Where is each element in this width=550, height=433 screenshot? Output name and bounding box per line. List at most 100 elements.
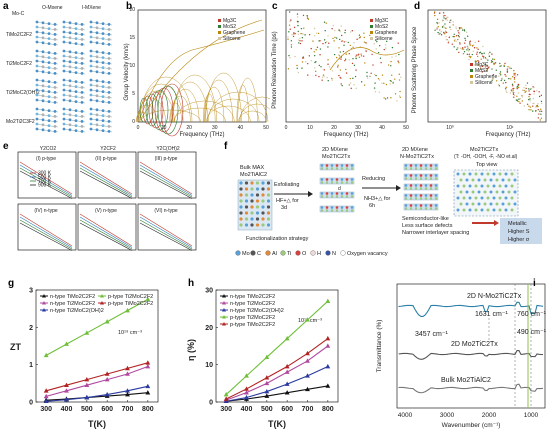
panel-d-point [466, 53, 469, 56]
panel-i-chart: Transmittance (%) Wavenumber (cm⁻¹) 2D N… [376, 283, 547, 429]
f-layer-atom [429, 197, 433, 200]
panel-d-point [505, 75, 507, 77]
panel-d-point [498, 85, 501, 87]
panel-c-point [340, 34, 343, 37]
series-point [325, 298, 331, 303]
panel-c-point [334, 29, 336, 32]
panel-d-point [450, 28, 452, 31]
series-point [284, 390, 290, 395]
panel-d-point [540, 117, 543, 119]
panel-d-point [536, 89, 538, 92]
panel-c-xtick: 30 [355, 125, 361, 131]
f-topview-atom [462, 208, 466, 212]
f-step2-line2: NH3+△ for [364, 196, 391, 202]
panel-a-atom [68, 94, 72, 98]
panel-c-point [383, 97, 385, 99]
f-layer [319, 177, 355, 185]
panel-c-point [338, 29, 340, 32]
series-point [325, 383, 331, 388]
panel-a-atom [41, 94, 45, 98]
panel-a-atom [89, 69, 93, 73]
panel-b-band [135, 111, 149, 123]
panel-b-xtick: 30 [212, 125, 218, 131]
panel-c-point [297, 22, 299, 24]
f-layer-atom [345, 206, 349, 209]
f-layer-atom [325, 209, 329, 212]
panel-a-structures: Mo-C O-Mxene I-MXene TiMo2C2F2 Ti2MoC2F2 T… [6, 5, 113, 133]
panel-d-point [486, 64, 488, 66]
f-mxene1-title: 2D MXene [322, 147, 348, 153]
panel-d-point [485, 69, 487, 72]
panel-d-point [473, 64, 476, 66]
panel-a-atom [89, 49, 93, 53]
f-mxene1-formula: Mo2TiC2Tx [322, 154, 350, 160]
panel-a-atom [62, 35, 66, 39]
panel-b-band-low [139, 97, 149, 123]
f-layer-atom [335, 209, 339, 212]
series-point [305, 358, 310, 363]
f-bulk-atom [239, 187, 243, 191]
panel-e-curve [139, 219, 193, 250]
panel-e-curve [139, 222, 193, 251]
panel-c-point [379, 57, 382, 59]
f-mxene1-d: d [338, 186, 341, 192]
f-topview-atom [471, 202, 475, 206]
panel-d-point [463, 51, 466, 53]
f-layer-atom [345, 164, 349, 167]
panel-a-atom [47, 90, 51, 93]
panel-d-point [460, 26, 462, 29]
panel-d-point [499, 65, 501, 68]
panel-f: f Bulk MAX Mo2TiAlC2 Exfoliating HF+△ fo… [208, 140, 550, 262]
f-layer-atom [320, 181, 324, 184]
panel-d-point [494, 62, 497, 64]
panel-a-atom [95, 79, 99, 83]
panel-a-atom [47, 61, 51, 64]
f-legend-entry: Al [272, 251, 277, 257]
series-point [84, 377, 90, 382]
panel-c-point [301, 61, 304, 63]
panel-d-point [465, 31, 468, 34]
legend-entry: Mg3C [375, 18, 389, 24]
panel-c-point [319, 54, 321, 56]
panel-d-point [455, 26, 457, 28]
f-topview-atom [459, 190, 463, 194]
panel-d-point [506, 68, 509, 70]
panel-a-atom [41, 21, 45, 25]
panel-d-point [538, 95, 541, 98]
f-bulk-crystal [237, 179, 273, 231]
f-topview-atom [480, 196, 484, 200]
panel-a-atom [68, 99, 72, 103]
panel-a-atom [89, 40, 93, 44]
panel-c-point [306, 15, 309, 17]
panel-d-point [467, 47, 469, 49]
panel-c-point [321, 79, 323, 81]
panel-a-atom [74, 114, 78, 117]
f-layer-atom [434, 204, 438, 207]
panel-a-atom [62, 78, 66, 82]
series-line [46, 385, 148, 402]
panel-b-band [139, 29, 265, 119]
panel-a-atom [53, 23, 57, 26]
panel-d-point [466, 45, 468, 48]
panel-c-point [374, 82, 376, 84]
panel-c-point [358, 34, 361, 36]
panel-d-point [492, 78, 494, 80]
panel-c-point [352, 58, 354, 60]
f-layer-atom [434, 207, 438, 210]
panel-d-point [529, 98, 531, 100]
panel-c-point [293, 26, 296, 29]
f-layer-atom [429, 207, 433, 210]
panel-d-point [540, 113, 542, 115]
panel-d-point [476, 47, 478, 49]
chart-ytick-label: 1 [29, 362, 33, 369]
series-point [325, 335, 331, 341]
f-layer-atom [320, 167, 324, 170]
f-legend-swatch [265, 250, 271, 256]
series-point [264, 375, 270, 380]
series-point [264, 354, 270, 359]
panel-d-point [492, 73, 495, 76]
f-topview-atom [498, 184, 502, 188]
panel-c-point [318, 75, 320, 78]
panel-c-point [394, 78, 396, 80]
panel-b-band [237, 77, 258, 123]
